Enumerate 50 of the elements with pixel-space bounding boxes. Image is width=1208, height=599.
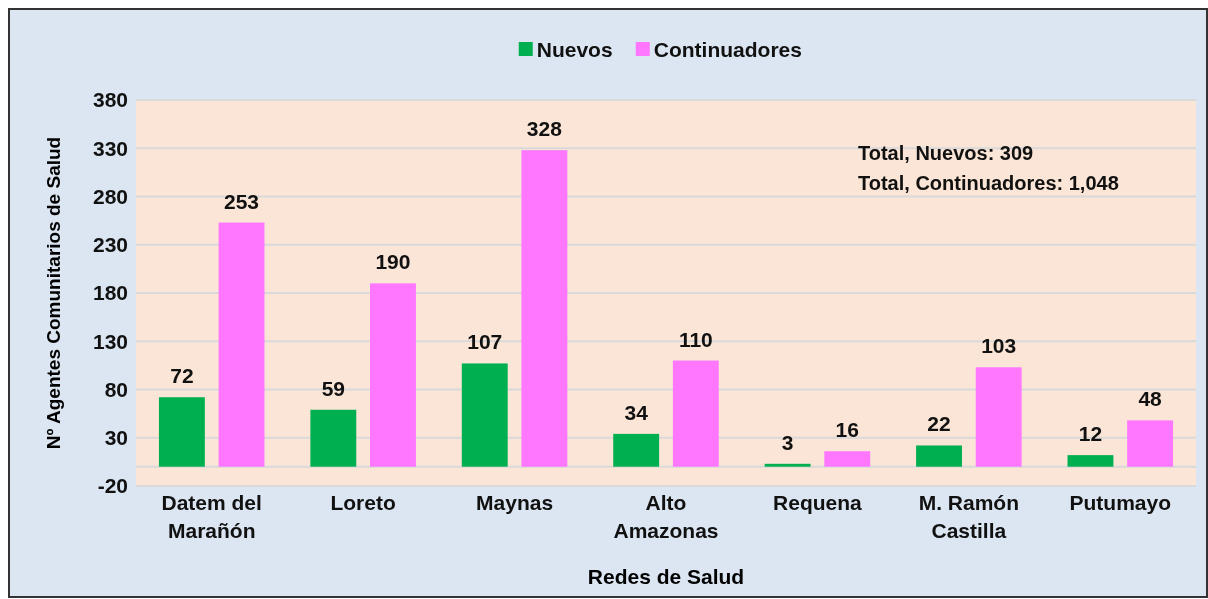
x-axis-title: Redes de Salud bbox=[587, 565, 745, 588]
bar bbox=[975, 367, 1022, 467]
data-label: 48 bbox=[1138, 387, 1163, 411]
bar bbox=[672, 360, 719, 467]
y-tick-label: 80 bbox=[104, 377, 128, 401]
x-tick-label: M. Ramón Castilla bbox=[918, 491, 1020, 542]
bar bbox=[461, 363, 508, 467]
data-label: 110 bbox=[678, 327, 713, 351]
y-tick-label: 180 bbox=[92, 281, 128, 305]
data-label: 34 bbox=[624, 400, 649, 424]
x-tick-label: Datem del Marañón bbox=[161, 491, 262, 542]
bar bbox=[764, 463, 811, 467]
data-label: 328 bbox=[526, 117, 563, 141]
x-tick-label: Requena bbox=[773, 491, 863, 514]
bar bbox=[824, 451, 871, 467]
bar bbox=[1067, 455, 1114, 467]
data-label: 253 bbox=[224, 189, 260, 213]
data-label: 59 bbox=[321, 376, 345, 400]
bar bbox=[370, 283, 416, 467]
y-tick-label: 230 bbox=[92, 233, 128, 257]
bar bbox=[218, 222, 265, 467]
y-tick-label: 30 bbox=[104, 426, 128, 450]
bar bbox=[1127, 420, 1174, 467]
legend-label: Nuevos bbox=[536, 38, 613, 62]
y-tick-label: 280 bbox=[92, 184, 128, 208]
data-label: 16 bbox=[835, 418, 859, 442]
legend-label: Continuadores bbox=[653, 38, 802, 62]
bar bbox=[158, 397, 205, 467]
bar bbox=[916, 445, 962, 467]
data-label: 103 bbox=[981, 334, 1017, 358]
annotation: Total, Continuadores: 1,048 bbox=[858, 172, 1119, 194]
y-tick-label: 130 bbox=[92, 329, 128, 353]
annotation: Total, Nuevos: 309 bbox=[858, 142, 1034, 164]
x-tick-label: Loreto bbox=[330, 491, 396, 514]
data-label: 107 bbox=[467, 330, 503, 354]
data-label: 190 bbox=[375, 250, 411, 274]
data-label: 3 bbox=[781, 430, 794, 454]
bar bbox=[521, 150, 568, 467]
y-tick-label: 330 bbox=[92, 136, 128, 160]
x-tick-label: Putumayo bbox=[1069, 491, 1172, 514]
data-label: 12 bbox=[1078, 422, 1103, 446]
y-tick-label: 380 bbox=[92, 88, 128, 112]
bar bbox=[310, 409, 357, 467]
y-axis-title: Nº Agentes Comunitarios de Salud bbox=[43, 136, 64, 450]
x-tick-label: Maynas bbox=[476, 491, 554, 514]
bar bbox=[613, 433, 660, 467]
data-label: 22 bbox=[927, 412, 951, 436]
data-label: 72 bbox=[170, 364, 194, 388]
x-tick-label: Alto Amazonas bbox=[613, 491, 719, 542]
y-tick-label: -20 bbox=[97, 474, 128, 498]
